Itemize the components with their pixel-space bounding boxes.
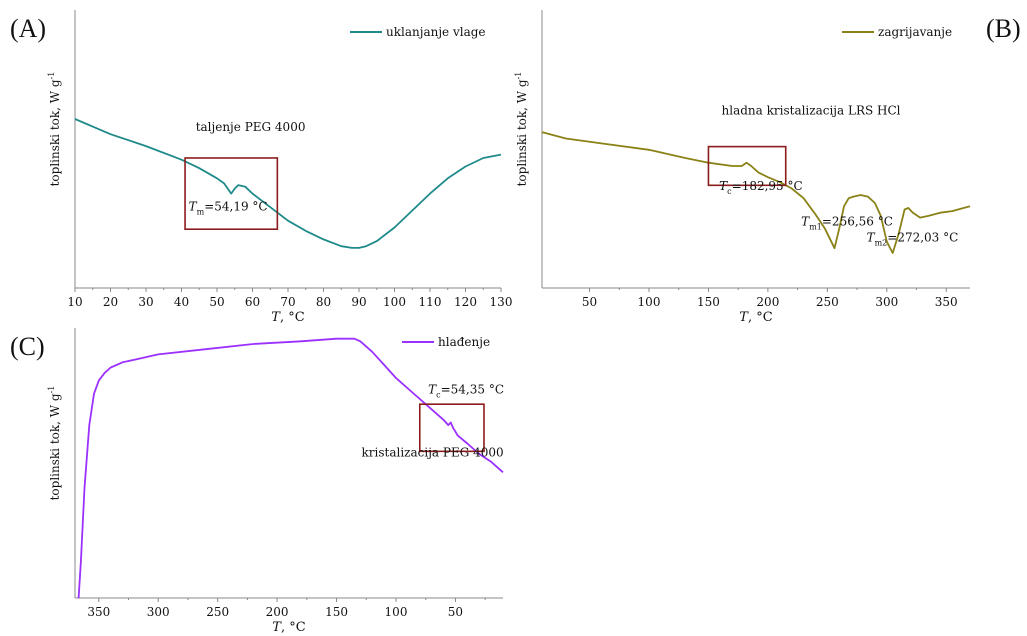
legend-label: hlađenje [438, 335, 490, 349]
highlight-box [418, 403, 485, 453]
x-tick-label: 50 [209, 295, 224, 309]
annotation-label: taljenje PEG 4000 [196, 120, 306, 134]
x-tick-label: 80 [316, 295, 331, 309]
panel-b-label: (B) [986, 14, 1021, 43]
legend-label: uklanjanje vlage [386, 25, 486, 39]
x-tick-label: 20 [103, 295, 118, 309]
x-tick-label: 250 [206, 605, 229, 619]
annotation-label: kristalizacija PEG 4000 [362, 446, 504, 460]
x-axis-label: T, °C [739, 310, 772, 325]
x-tick-label: 100 [638, 295, 661, 309]
x-tick-label: 100 [385, 605, 408, 619]
annotation-temperature: Tc=54,35 °C [428, 383, 504, 400]
x-tick-label: 40 [174, 295, 189, 309]
series-line [541, 131, 971, 254]
chart-a: 10 20 30 40 50 60 70 80 90 100 110 120 130 T, °C topli… [47, 10, 513, 325]
series-line [77, 337, 504, 599]
x-tick-label: 250 [816, 295, 839, 309]
x-tick-label: 120 [454, 295, 477, 309]
highlight-box [184, 157, 279, 231]
x-tick-label: 50 [448, 605, 463, 619]
annotation-temperature: Tm1=256,56 °C [801, 215, 893, 232]
x-tick-label: 90 [351, 295, 366, 309]
annotation-temperature: Tm2=272,03 °C [867, 231, 959, 248]
annotation-temperature: Tm=54,19 °C [189, 200, 268, 217]
x-tick-label: 50 [582, 295, 597, 309]
x-tick-label: 200 [266, 605, 289, 619]
panel-a-label: (A) [10, 14, 47, 43]
chart-c: 350 300 250 200 150 100 50 T, °C toplinski tok, … [47, 328, 504, 635]
x-tick-label: 150 [325, 605, 348, 619]
y-axis-label: toplinski tok, W g-1 [47, 72, 62, 187]
x-axis-label: T, °C [271, 310, 304, 325]
panel-c-label: (C) [10, 332, 45, 361]
chart-b: 50 100 150 200 250 300 350 T, °C toplinski tok, … [514, 10, 971, 325]
x-tick-label: 350 [87, 605, 110, 619]
x-tick-label: 300 [147, 605, 170, 619]
x-tick-label: 60 [245, 295, 260, 309]
y-axis-label: toplinski tok, W g-1 [47, 386, 62, 501]
legend-label: zagrijavanje [878, 25, 952, 39]
x-tick-label: 300 [875, 295, 898, 309]
x-tick-label: 350 [935, 295, 958, 309]
x-tick-label: 200 [756, 295, 779, 309]
x-tick-label: 110 [419, 295, 442, 309]
annotation-label: hladna kristalizacija LRS HCl [722, 103, 901, 117]
x-tick-label: 130 [490, 295, 513, 309]
x-tick-label: 30 [138, 295, 153, 309]
x-tick-label: 70 [280, 295, 295, 309]
x-axis-label: T, °C [272, 620, 305, 635]
x-tick-label: 100 [383, 295, 406, 309]
annotation-temperature: Tc=182,95 °C [719, 179, 803, 196]
highlight-box [707, 145, 787, 187]
y-axis-label: toplinski tok, W g-1 [514, 72, 529, 187]
series-line [74, 118, 502, 249]
x-tick-label: 150 [697, 295, 720, 309]
x-tick-label: 10 [67, 295, 82, 309]
